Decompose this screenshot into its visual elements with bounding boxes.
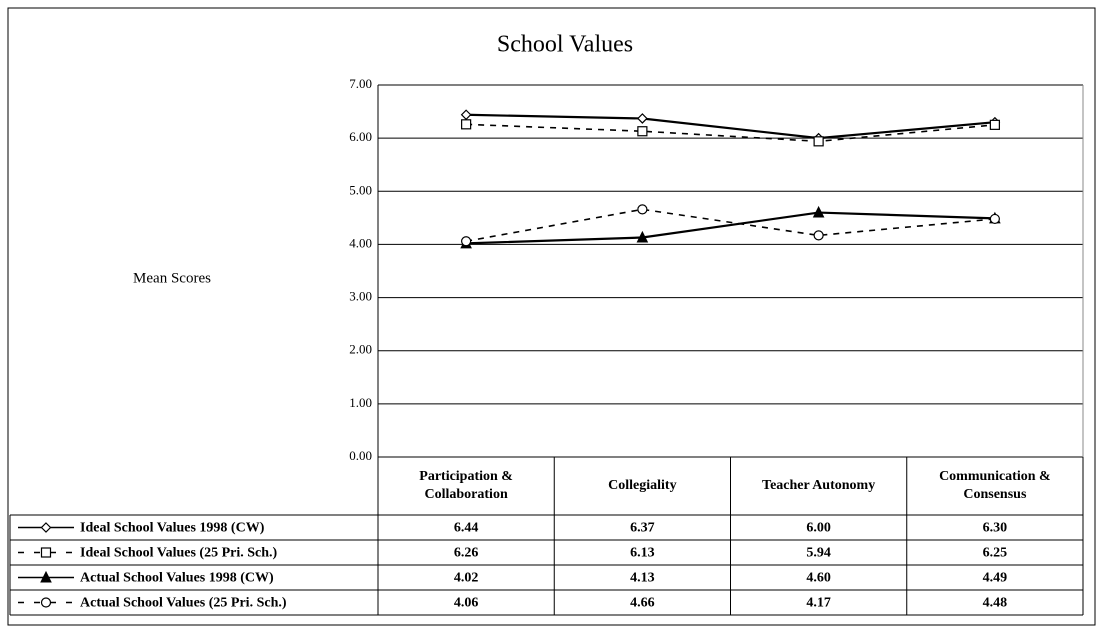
marker bbox=[637, 113, 648, 124]
category-label: Communication & Consensus bbox=[939, 469, 1051, 502]
marker bbox=[40, 597, 52, 608]
marker bbox=[813, 230, 824, 241]
marker bbox=[40, 570, 52, 583]
y-tick-label: 7.00 bbox=[349, 76, 372, 91]
series-line bbox=[466, 123, 995, 143]
series-line bbox=[465, 208, 995, 243]
category-label: Participation & Collaboration bbox=[419, 469, 513, 502]
table-value: 4.17 bbox=[806, 596, 831, 611]
table-value: 4.60 bbox=[806, 571, 831, 586]
marker bbox=[636, 230, 649, 243]
table-value: 4.66 bbox=[630, 596, 655, 611]
legend-label: Actual School Values 1998 (CW) bbox=[80, 571, 274, 586]
y-tick-label: 5.00 bbox=[349, 182, 372, 197]
marker bbox=[460, 109, 472, 121]
marker bbox=[989, 213, 1000, 225]
category-label: Teacher Autonomy bbox=[762, 478, 876, 493]
table-value: 4.49 bbox=[983, 571, 1008, 586]
table-value: 4.13 bbox=[630, 571, 655, 586]
legend-label: Ideal School Values 1998 (CW) bbox=[80, 521, 265, 536]
y-tick-label: 2.00 bbox=[349, 342, 372, 357]
y-tick-label: 1.00 bbox=[349, 395, 372, 410]
series-line bbox=[466, 113, 995, 140]
marker bbox=[40, 522, 52, 533]
marker bbox=[813, 136, 824, 147]
legend-label: Ideal School Values (25 Pri. Sch.) bbox=[80, 546, 278, 561]
table-value: 5.94 bbox=[806, 546, 831, 561]
category-label: Collegiality bbox=[608, 478, 677, 493]
table-value: 6.00 bbox=[806, 521, 831, 536]
marker bbox=[461, 236, 472, 247]
marker bbox=[461, 119, 472, 130]
table-value: 4.02 bbox=[454, 571, 479, 586]
table-value: 4.06 bbox=[454, 596, 479, 611]
series-line bbox=[466, 211, 995, 245]
y-tick-label: 3.00 bbox=[349, 289, 372, 304]
table-value: 6.26 bbox=[454, 546, 479, 561]
table-value: 6.37 bbox=[630, 521, 655, 536]
table-value: 6.13 bbox=[630, 546, 655, 561]
chart-title: School Values bbox=[497, 32, 633, 58]
y-tick-label: 6.00 bbox=[349, 129, 372, 144]
table-value: 6.25 bbox=[983, 546, 1008, 561]
marker bbox=[812, 205, 825, 218]
table-value: 6.44 bbox=[454, 521, 479, 536]
chart-border bbox=[7, 7, 1096, 626]
table-value: 4.48 bbox=[983, 596, 1008, 611]
marker bbox=[989, 119, 1000, 130]
y-tick-label: 0.00 bbox=[349, 448, 372, 463]
marker bbox=[637, 126, 648, 137]
table-value: 6.30 bbox=[983, 521, 1008, 536]
y-axis-label: Mean Scores bbox=[133, 270, 211, 286]
y-tick-label: 4.00 bbox=[349, 235, 372, 250]
marker bbox=[40, 547, 52, 558]
legend-label: Actual School Values (25 Pri. Sch.) bbox=[80, 596, 287, 611]
marker bbox=[637, 204, 648, 215]
